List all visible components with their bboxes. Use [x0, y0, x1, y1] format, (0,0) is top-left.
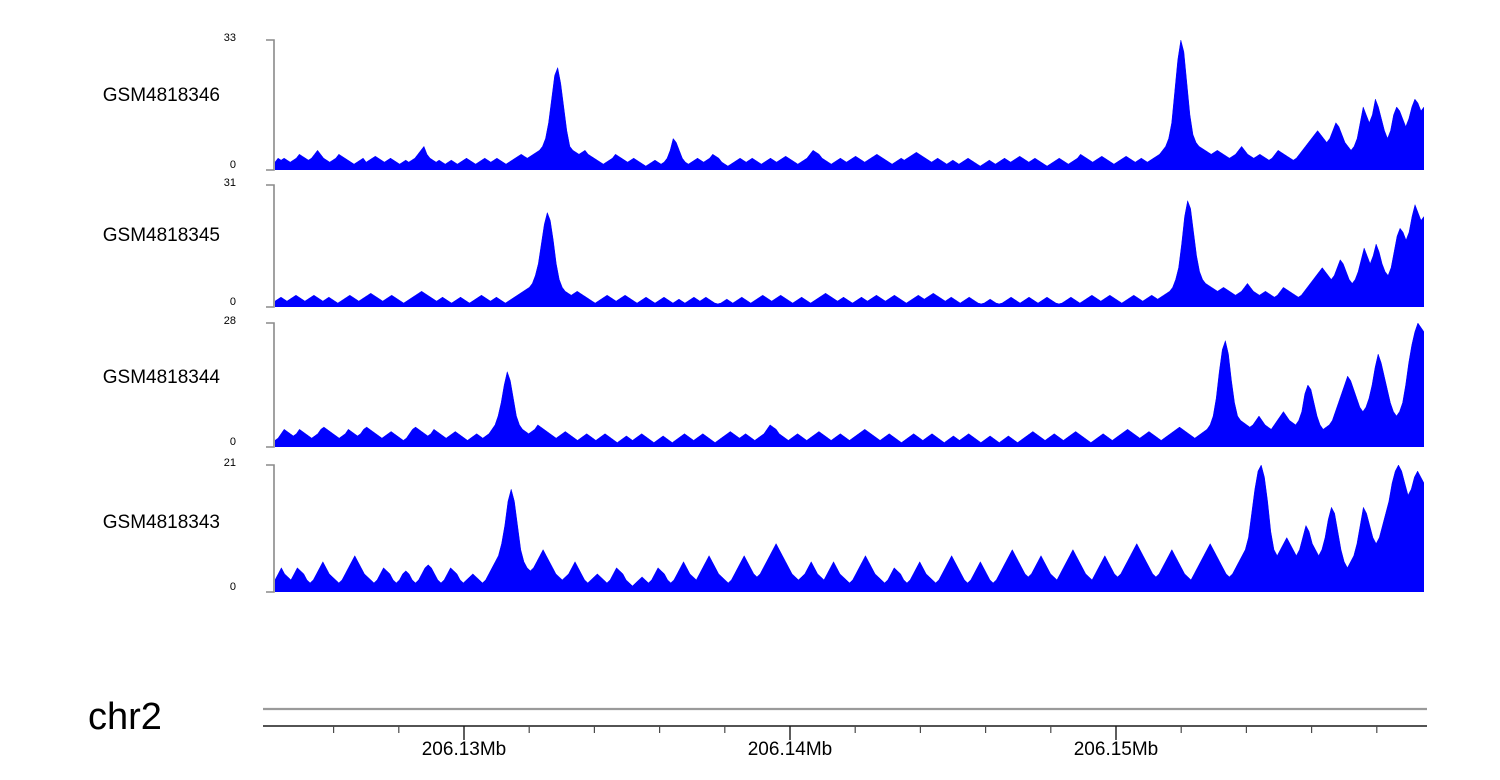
- coverage-area: [275, 40, 1424, 170]
- track-sample-label: GSM4818344: [102, 367, 220, 388]
- track-axis-bracket: [266, 184, 275, 308]
- track-coverage-plot: [275, 199, 1424, 307]
- genome-axis[interactable]: [260, 700, 1440, 740]
- coverage-area: [275, 199, 1424, 307]
- track-coverage-plot: [275, 465, 1424, 592]
- track-y-min-label: 0: [229, 296, 236, 308]
- track-axis-bracket: [266, 322, 275, 448]
- coverage-track: GSM4818344 28 0: [102, 315, 1424, 448]
- track-sample-label: GSM4818345: [102, 225, 220, 246]
- track-y-min-label: 0: [229, 581, 236, 593]
- track-y-min-label: 0: [229, 436, 236, 448]
- track-axis-bracket: [266, 39, 275, 171]
- track-y-max-label: 33: [223, 32, 236, 44]
- axis-tick-label: 206.15Mb: [1073, 739, 1159, 760]
- track-sample-label: GSM4818346: [102, 85, 220, 106]
- coverage-area: [275, 323, 1424, 447]
- coverage-track: GSM4818343 21 0: [102, 457, 1424, 593]
- coverage-track: GSM4818345 31 0: [0, 0, 1500, 320]
- track-y-max-label: 28: [223, 315, 236, 327]
- track-coverage-plot: [275, 40, 1424, 170]
- coverage-track: GSM4818346 33 0: [0, 0, 1500, 180]
- axis-tick-label: 206.14Mb: [747, 739, 833, 760]
- track-sample-label: GSM4818343: [102, 512, 220, 533]
- axis-tick-label: 206.13Mb: [421, 739, 507, 760]
- track-y-min-label: 0: [229, 159, 236, 171]
- track-y-max-label: 31: [223, 177, 236, 189]
- track-y-max-label: 21: [223, 457, 236, 469]
- chromosome-label: chr2: [88, 696, 162, 738]
- coverage-area: [275, 465, 1424, 592]
- track-coverage-plot: [275, 323, 1424, 447]
- track-axis-bracket: [266, 464, 275, 593]
